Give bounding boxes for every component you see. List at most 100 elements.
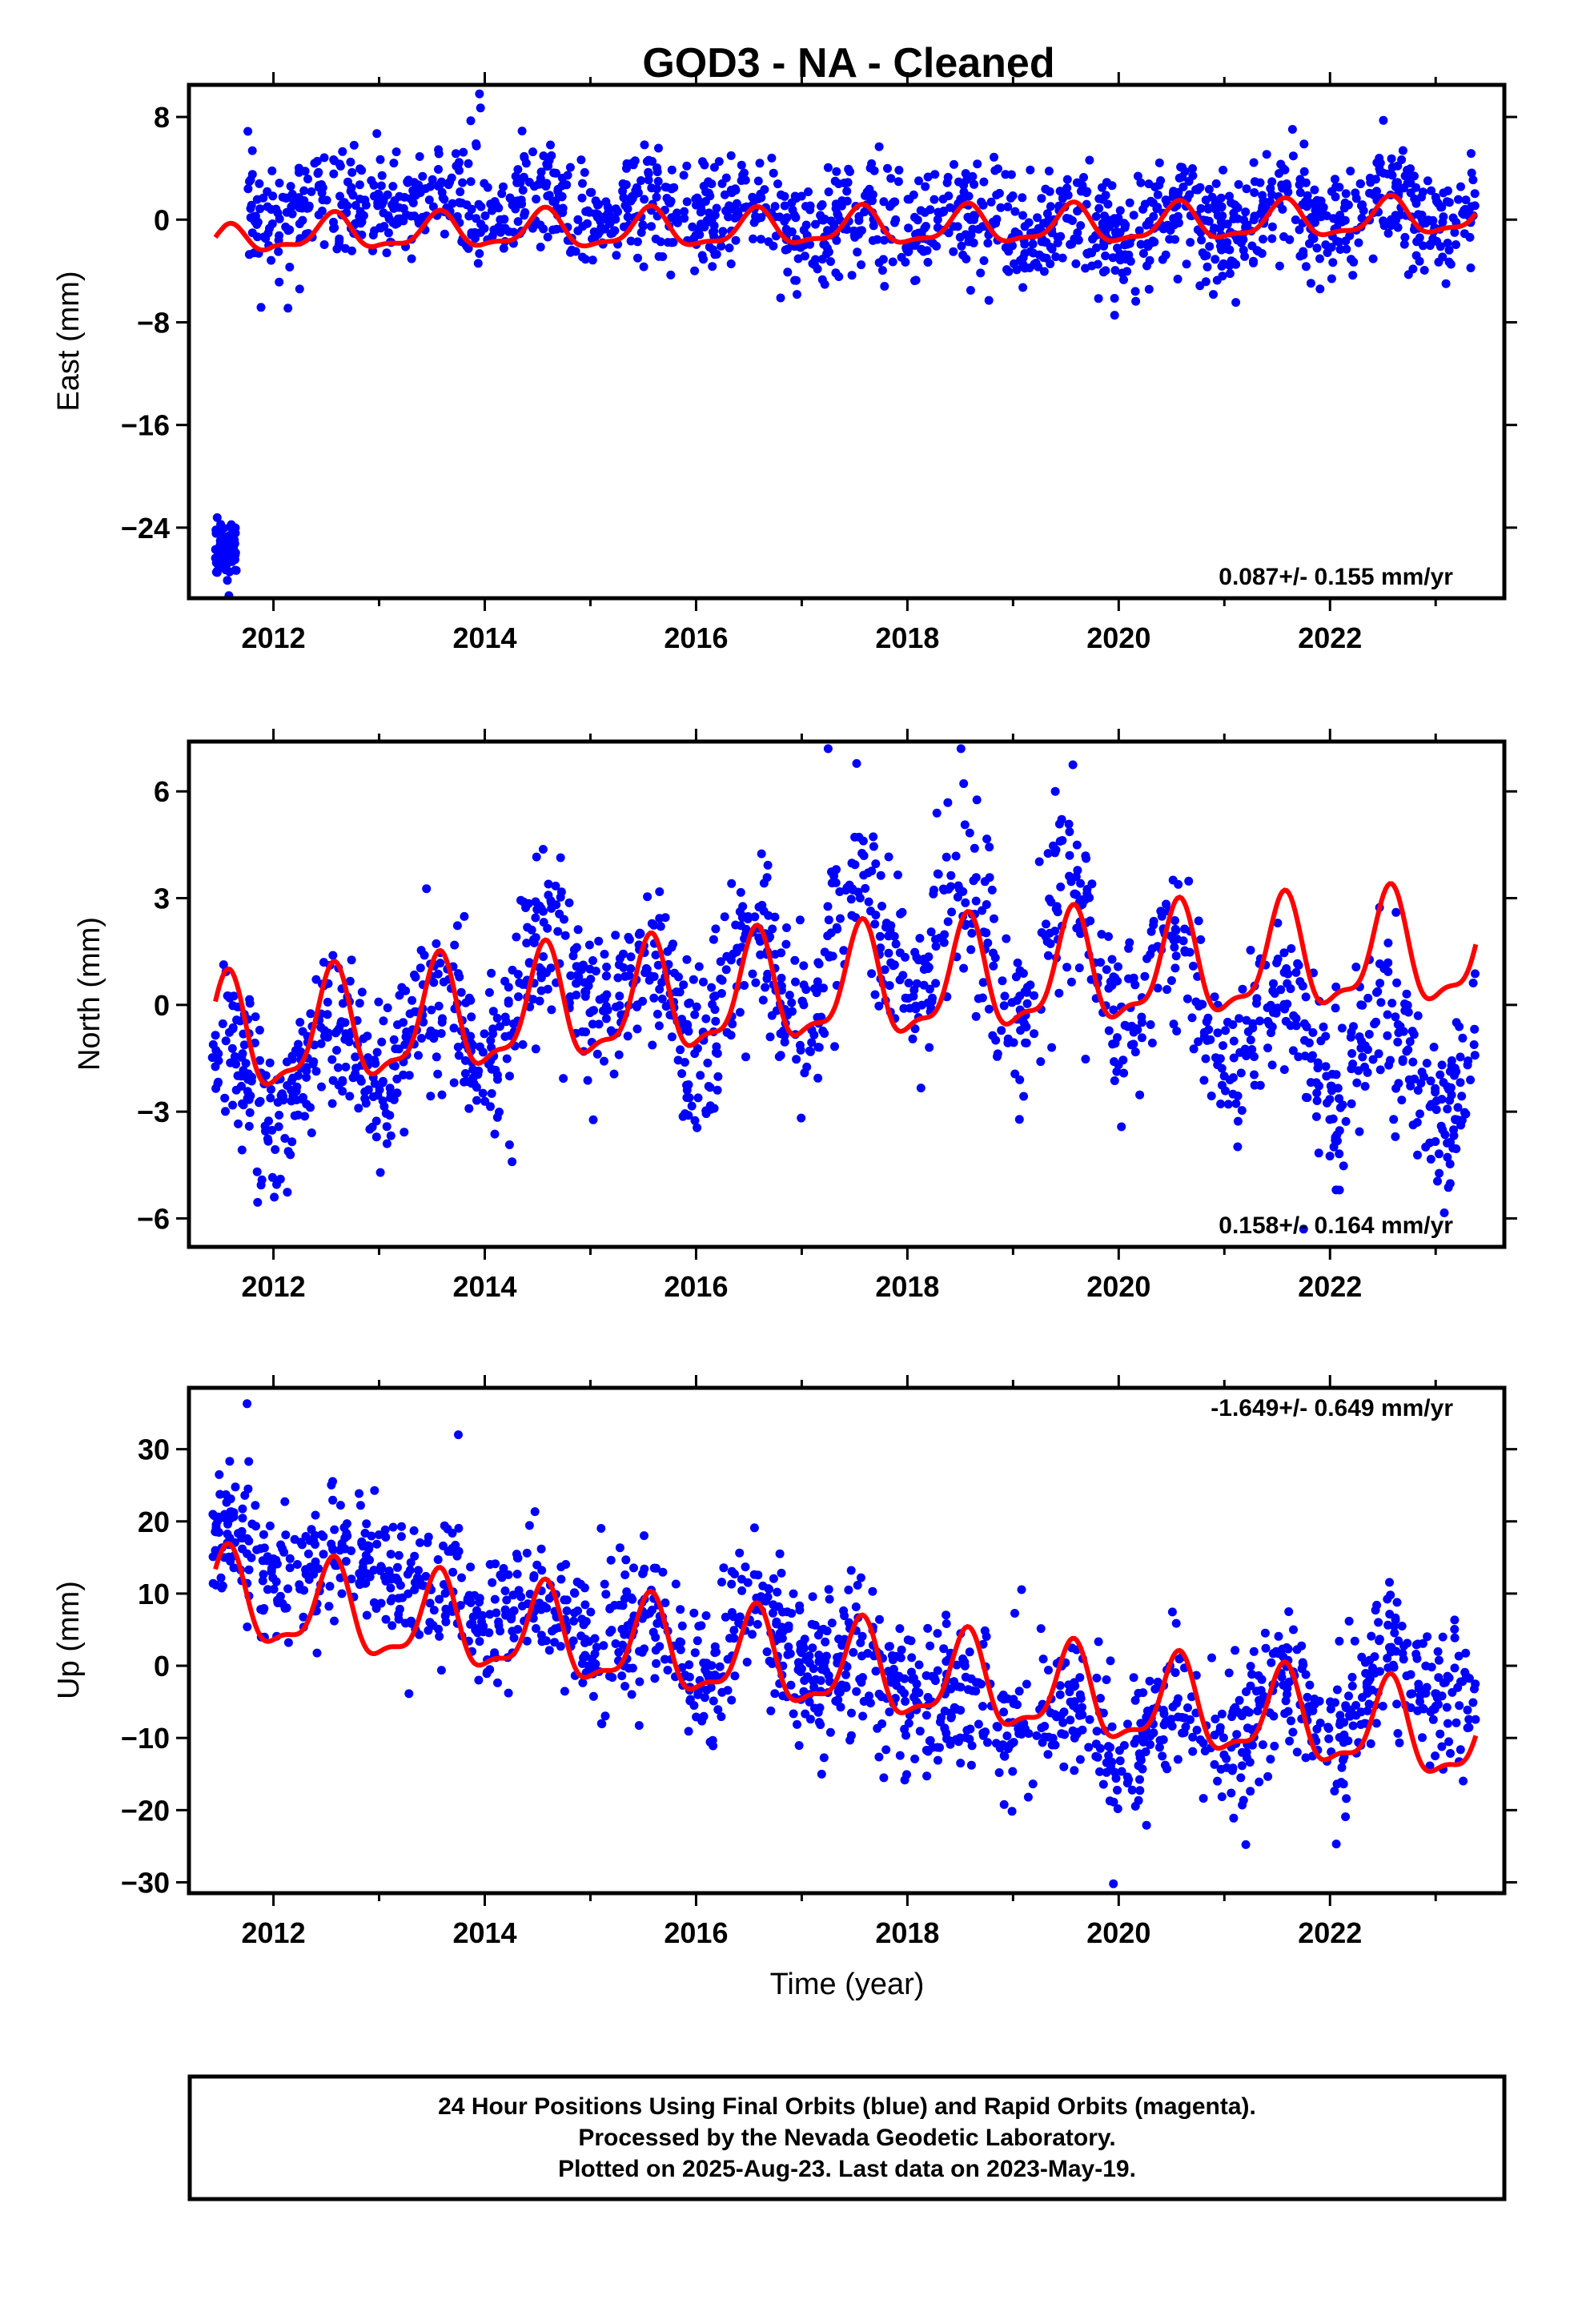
north-data-point xyxy=(1137,1012,1146,1022)
east-data-point xyxy=(904,223,913,233)
north-data-point xyxy=(1456,1052,1465,1062)
east-data-point xyxy=(497,189,507,199)
north-data-point xyxy=(1219,1072,1229,1081)
east-data-point xyxy=(1450,227,1460,237)
north-data-point xyxy=(1335,1103,1345,1112)
north-data-point xyxy=(1425,1138,1435,1148)
north-data-point xyxy=(916,1084,926,1093)
east-data-point xyxy=(1046,202,1055,211)
east-data-point xyxy=(720,190,729,199)
east-data-point xyxy=(789,211,799,220)
north-data-point xyxy=(1242,1015,1251,1025)
east-data-point xyxy=(1446,259,1456,269)
up-data-point xyxy=(551,1624,560,1634)
up-data-point xyxy=(301,1570,311,1579)
up-data-point xyxy=(369,1598,379,1607)
east-data-point xyxy=(544,161,553,171)
north-data-point xyxy=(667,1032,677,1042)
east-data-point xyxy=(1408,264,1418,274)
up-y-tick-label: 30 xyxy=(138,1433,170,1466)
east-data-point xyxy=(343,201,352,211)
north-data-point xyxy=(1030,1029,1039,1039)
up-data-point xyxy=(635,1677,644,1687)
up-data-point xyxy=(1261,1643,1271,1653)
up-data-point xyxy=(436,1666,446,1675)
east-data-point xyxy=(1342,244,1351,254)
east-data-point xyxy=(459,147,468,157)
north-data-point xyxy=(1445,1096,1455,1105)
north-data-point xyxy=(707,983,717,992)
up-data-point xyxy=(813,1630,823,1640)
up-data-point xyxy=(1468,1698,1478,1707)
north-data-point xyxy=(709,1104,719,1113)
up-data-point xyxy=(1371,1606,1380,1615)
up-data-point xyxy=(1207,1653,1216,1663)
north-data-point xyxy=(437,1090,447,1100)
up-data-point xyxy=(1007,1807,1017,1816)
east-data-point xyxy=(857,260,866,270)
north-data-point xyxy=(685,998,694,1007)
north-data-point xyxy=(1187,1013,1197,1023)
north-data-point xyxy=(602,963,612,971)
up-data-point xyxy=(1426,1707,1435,1717)
east-data-point xyxy=(297,203,307,213)
north-data-point xyxy=(736,887,745,897)
north-data-point xyxy=(831,878,841,887)
east-data-point xyxy=(376,181,386,191)
north-data-point xyxy=(432,939,441,948)
east-data-point xyxy=(1003,202,1013,211)
east-data-point xyxy=(1203,203,1213,213)
north-data-point xyxy=(512,932,521,942)
up-data-point xyxy=(452,1547,460,1556)
north-data-point xyxy=(982,900,991,909)
north-data-point xyxy=(464,1104,474,1113)
east-data-point xyxy=(1393,161,1403,171)
north-data-point xyxy=(1170,943,1179,952)
north-data-point xyxy=(1194,916,1203,926)
up-data-point xyxy=(215,1470,224,1479)
up-data-point xyxy=(517,1602,527,1610)
up-data-point xyxy=(753,1619,762,1629)
east-data-point xyxy=(255,179,264,188)
east-data-point xyxy=(819,239,829,249)
north-data-point xyxy=(524,958,534,967)
east-data-point xyxy=(1406,164,1415,174)
east-data-point xyxy=(1173,275,1182,283)
east-data-point xyxy=(1044,167,1054,176)
north-y-tick-label: 3 xyxy=(154,883,170,915)
north-data-point xyxy=(333,1063,343,1072)
up-data-point xyxy=(398,1593,408,1602)
up-data-point xyxy=(1289,1625,1298,1634)
north-data-point xyxy=(1360,1082,1370,1091)
east-data-point xyxy=(1103,199,1113,209)
east-data-point xyxy=(988,217,998,227)
up-data-point xyxy=(1292,1747,1302,1757)
up-data-point xyxy=(837,1680,846,1690)
north-data-point xyxy=(1271,1008,1281,1018)
up-data-point xyxy=(741,1562,750,1572)
north-data-point xyxy=(966,945,976,955)
up-data-point xyxy=(617,1671,627,1681)
east-data-point xyxy=(1295,225,1304,235)
north-data-point xyxy=(391,1044,400,1054)
up-data-point xyxy=(1245,1758,1255,1767)
north-data-point xyxy=(647,919,656,928)
up-data-point xyxy=(362,1610,371,1620)
up-data-point xyxy=(895,1624,905,1634)
east-data-point xyxy=(749,218,759,227)
north-data-point xyxy=(338,1087,347,1096)
east-data-point xyxy=(1467,168,1476,178)
up-data-point xyxy=(676,1605,685,1614)
east-data-point xyxy=(1223,219,1232,229)
east-data-point xyxy=(399,203,408,213)
east-x-tick-label: 2020 xyxy=(1086,621,1150,654)
up-data-point xyxy=(1460,1667,1470,1677)
east-x-tick-label: 2016 xyxy=(664,621,728,654)
up-data-point xyxy=(1158,1735,1168,1744)
east-data-point xyxy=(879,235,889,245)
north-data-point xyxy=(993,1051,1002,1061)
east-data-point xyxy=(1217,202,1227,211)
east-data-point xyxy=(513,165,523,175)
east-data-point xyxy=(400,192,409,202)
east-data-point xyxy=(286,182,295,191)
